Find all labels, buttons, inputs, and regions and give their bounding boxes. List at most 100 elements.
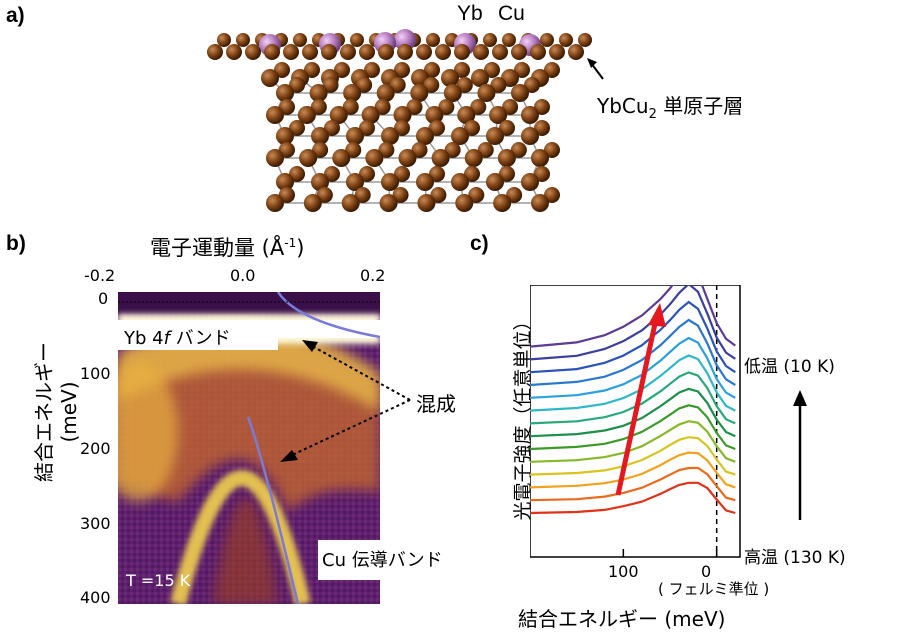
cu-atom (303, 194, 322, 212)
cu-atom (365, 149, 384, 167)
hybridization-label: 混成 (416, 392, 456, 416)
cu-atom (486, 173, 504, 191)
cu-atom (245, 44, 261, 60)
cu-atom (451, 127, 469, 145)
b-ytick-200: 200 (80, 439, 111, 458)
fermi-level-label: ( フェルミ準位 ) (658, 580, 770, 598)
cu-atom (381, 127, 399, 145)
cu-atom (350, 33, 364, 47)
edc-curve-1 (530, 285, 736, 361)
cu-atom (441, 69, 459, 87)
cu-atom (431, 149, 450, 167)
b-ytick-0: 0 (98, 289, 109, 308)
edc-plot (530, 285, 741, 558)
cu-atom (502, 33, 516, 47)
cu-atom (540, 33, 554, 47)
cu-atom (489, 106, 508, 124)
edc-curve-2 (530, 300, 736, 374)
cu-atom (578, 33, 592, 47)
cu-atom (549, 44, 565, 60)
cu-atom (530, 44, 546, 60)
panel-c-label: c) (470, 232, 489, 255)
b-ytick-300: 300 (80, 514, 111, 533)
cu-atom (266, 194, 284, 212)
cu-atom (261, 69, 279, 87)
edc-curve-12 (530, 466, 736, 502)
b-xtick-02: 0.2 (360, 266, 386, 285)
low-temp-label: 低温 (10 K) (744, 357, 835, 377)
cu-atom (332, 149, 351, 167)
temperature-trend-arrow (615, 318, 659, 496)
edc-frame (530, 285, 741, 558)
cu-atom (207, 44, 223, 60)
cu-atom (464, 149, 483, 167)
cu-atom (410, 84, 429, 102)
edc-curve-4 (530, 336, 736, 399)
panel-b-label: b) (6, 232, 26, 255)
cu-atom (346, 127, 364, 145)
edc-series-group (530, 285, 736, 515)
cu-atom (297, 106, 316, 124)
cu-atom (236, 33, 250, 47)
label-cu: Cu (498, 2, 525, 25)
edc-curve-7 (530, 387, 736, 438)
cu-atom (398, 149, 417, 167)
cu-atom (511, 44, 527, 60)
cu-atom (341, 194, 360, 212)
b-xtick-neg02: -0.2 (84, 266, 116, 285)
lattice-atoms (207, 29, 592, 212)
cu-atom (443, 84, 462, 102)
cu-atom (379, 194, 398, 212)
cu-atom (483, 33, 497, 47)
edc-curve-13 (530, 481, 736, 515)
layer-arrow (587, 58, 604, 80)
cu-band-label: Cu 伝導バンド (318, 544, 447, 574)
cu-atom (486, 127, 504, 145)
cu-atom (477, 84, 496, 102)
high-temp-label: 高温 (130 K) (744, 548, 846, 568)
cu-atom (264, 44, 280, 60)
cu-atom (471, 69, 489, 87)
yb-4f-band-label: Yb 4f バンド (124, 328, 231, 349)
temperature-label: T =15 K (126, 571, 191, 590)
cu-atom (293, 33, 307, 47)
cu-atom (416, 127, 434, 145)
cu-atom (521, 173, 539, 191)
cu-atom (266, 106, 284, 124)
cu-atom (378, 44, 394, 60)
edc-curve-8 (530, 404, 736, 451)
cu-atom (457, 106, 476, 124)
cu-atom (521, 106, 539, 124)
cu-atom (226, 44, 242, 60)
trend-arrow-head (648, 303, 666, 327)
cu-atom (435, 44, 451, 60)
cu-atom (276, 173, 294, 191)
edc-curve-9 (530, 420, 736, 463)
cu-atom (283, 44, 299, 60)
cu-atom (493, 194, 512, 212)
cu-atom (359, 44, 375, 60)
panel-c-x-axis-title: 結合エネルギー (meV) (518, 607, 726, 631)
edc-curve-10 (530, 436, 736, 476)
cu-atom (346, 173, 364, 191)
cu-atom (376, 84, 395, 102)
temperature-direction-arrow (793, 390, 807, 520)
b-ytick-400: 400 (80, 588, 111, 607)
crystal-structure-illustration (207, 29, 592, 212)
cu-atom (397, 44, 413, 60)
cu-atom (311, 173, 329, 191)
cu-atom (425, 106, 444, 124)
yb-atom (394, 29, 416, 51)
cu-atom (340, 44, 356, 60)
edc-curve-3 (530, 318, 736, 387)
label-yb: Yb (457, 2, 483, 25)
edc-curve-0 (530, 285, 736, 348)
cu-atom (266, 149, 284, 167)
cu-atom (416, 44, 432, 60)
cu-atom (521, 127, 539, 145)
cu-atom (299, 149, 318, 167)
cu-atom (361, 106, 380, 124)
cu-atom (217, 33, 231, 47)
cu-atom (451, 173, 469, 191)
cu-atom (426, 33, 440, 47)
